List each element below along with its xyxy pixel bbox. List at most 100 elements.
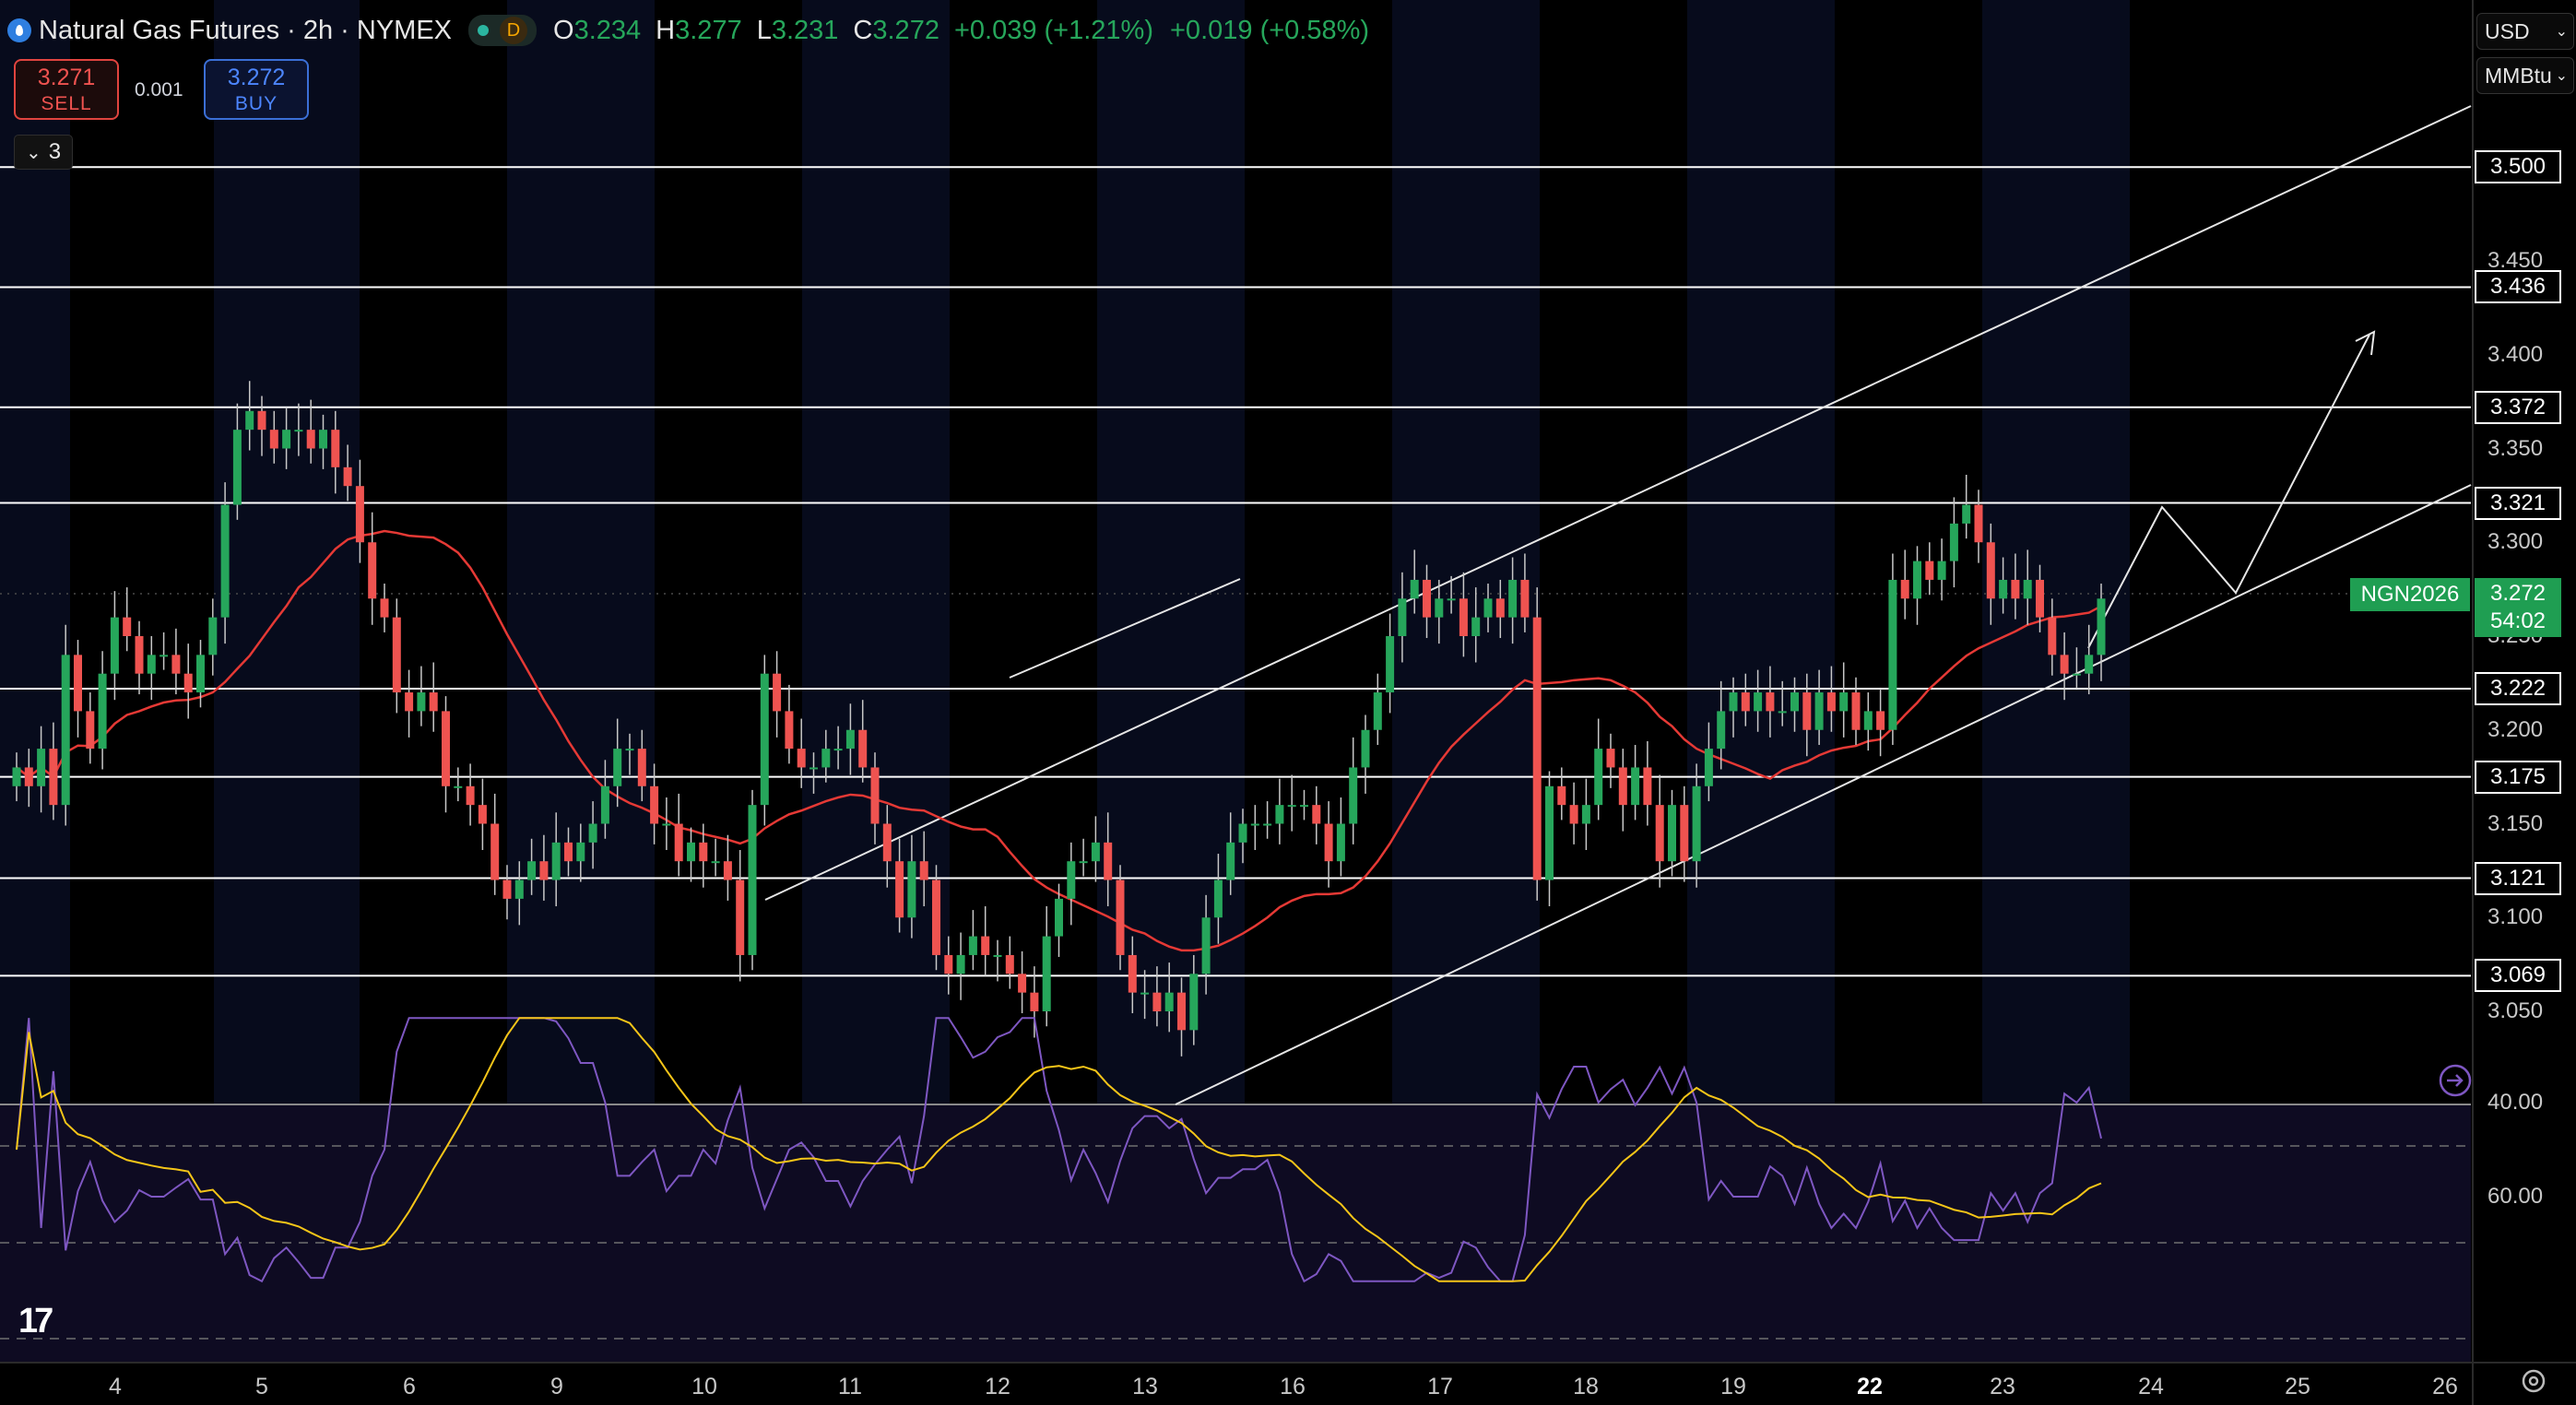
candle-body (1275, 805, 1284, 824)
symbol-title[interactable]: Natural Gas Futures · 2h · NYMEX (39, 15, 453, 45)
time-axis-tick: 16 (1280, 1374, 1306, 1399)
high-label: H (656, 15, 676, 45)
candle-body (1152, 992, 1162, 1011)
candle-body (196, 655, 205, 693)
time-axis-tick: 26 (2432, 1374, 2458, 1399)
candle-body (1949, 523, 1958, 561)
time-axis-tick: 9 (550, 1374, 563, 1399)
sell-price: 3.271 (37, 65, 96, 90)
inner-trendline (1009, 578, 1241, 679)
last-price-tag: 3.272 54:02 (2475, 578, 2561, 637)
candle-body (61, 655, 70, 806)
candle-body (1508, 579, 1518, 618)
market-status-pill[interactable]: D (468, 15, 538, 46)
candle-body (294, 430, 303, 432)
price-axis-tick: 3.200 (2487, 716, 2544, 742)
candle-body (183, 673, 193, 693)
sell-button[interactable]: 3.271 SELL (14, 59, 119, 120)
high-value: 3.277 (675, 15, 742, 45)
candle-body (1766, 692, 1775, 712)
time-axis-tick: 11 (838, 1374, 862, 1399)
candle-body (1435, 598, 1444, 618)
level-tag: 3.321 (2475, 486, 2561, 520)
candle-body (1851, 692, 1861, 730)
candle-body (1386, 636, 1395, 693)
spread-value: 0.001 (135, 79, 183, 100)
candle-body (86, 711, 95, 750)
candle-body (1410, 579, 1419, 599)
candle-body (723, 861, 732, 880)
candle-body (1814, 692, 1824, 730)
candle-body (1643, 767, 1652, 806)
candle-body (674, 823, 683, 862)
horizontal-levels (0, 166, 2471, 1105)
candle-body (1189, 974, 1199, 1031)
candle-body (331, 430, 340, 467)
candle-body (1067, 861, 1076, 899)
level-tag: 3.175 (2475, 760, 2561, 794)
unit-select[interactable]: MMBtu ⌄ (2476, 57, 2574, 94)
scroll-to-realtime-icon[interactable] (2438, 1063, 2473, 1098)
candle-body (1079, 861, 1088, 864)
candle-body (1668, 805, 1676, 862)
candle-body (110, 617, 119, 674)
currency-select[interactable]: USD ⌄ (2476, 13, 2574, 50)
candle-body (282, 430, 291, 449)
candle-body (490, 823, 500, 880)
candle-body (1692, 785, 1701, 862)
candle-body (319, 430, 327, 449)
tradingview-logo[interactable]: 17 (18, 1302, 53, 1340)
low-label: L (756, 15, 772, 45)
candle-body (1863, 711, 1873, 730)
price-axis-tick: 3.300 (2487, 529, 2544, 555)
buy-label: BUY (234, 93, 278, 114)
candle-body (1557, 785, 1566, 806)
buy-price: 3.272 (227, 65, 286, 90)
candle-body (1839, 692, 1849, 712)
settings-gear-icon[interactable] (2517, 1364, 2550, 1398)
candle-body (417, 692, 426, 712)
candle-body (1423, 579, 1431, 618)
trendline-drawings (764, 105, 2472, 1105)
level-tag: 3.121 (2475, 861, 2561, 895)
candle-body (1974, 504, 1983, 543)
candle-body (858, 729, 868, 768)
candle-body (1532, 617, 1542, 880)
candle-body (1447, 598, 1456, 601)
rsi-pane (0, 1017, 2471, 1340)
buy-button[interactable]: 3.272 BUY (204, 59, 309, 120)
level-tag: 3.500 (2475, 150, 2561, 184)
candle-body (123, 617, 132, 636)
candle-body (1091, 842, 1100, 862)
rsi-axis-tick: 60.00 (2487, 1184, 2544, 1209)
candle-body (24, 767, 33, 786)
indicators-toggle-button[interactable]: ⌄ 3 (14, 135, 73, 170)
candle-body (306, 430, 315, 449)
time-axis-tick: 4 (109, 1374, 122, 1399)
candle-body (135, 636, 144, 674)
channel-upper-line (764, 105, 2472, 901)
candle-body (478, 805, 487, 824)
candle-body (2085, 655, 2094, 674)
candle-body (539, 861, 549, 880)
time-axis-tick: 23 (1990, 1374, 2015, 1399)
candle-body (956, 954, 965, 974)
candle-body (809, 767, 818, 770)
candle-body (1778, 711, 1787, 714)
candle-body (821, 749, 831, 768)
candle-body (2023, 579, 2032, 599)
candle-body (1030, 992, 1039, 1011)
candle-body (1999, 579, 2008, 599)
time-axis-tick: 24 (2138, 1374, 2164, 1399)
candle-body (269, 430, 278, 449)
candle-body (637, 749, 646, 786)
candle-body (551, 842, 561, 880)
candle-body (785, 711, 794, 750)
candle-body (1104, 842, 1113, 880)
candle-body (405, 692, 414, 712)
candle-body (1459, 598, 1468, 636)
candle-body (1116, 880, 1125, 955)
candle-body (833, 749, 843, 751)
candle-body (1937, 561, 1946, 580)
